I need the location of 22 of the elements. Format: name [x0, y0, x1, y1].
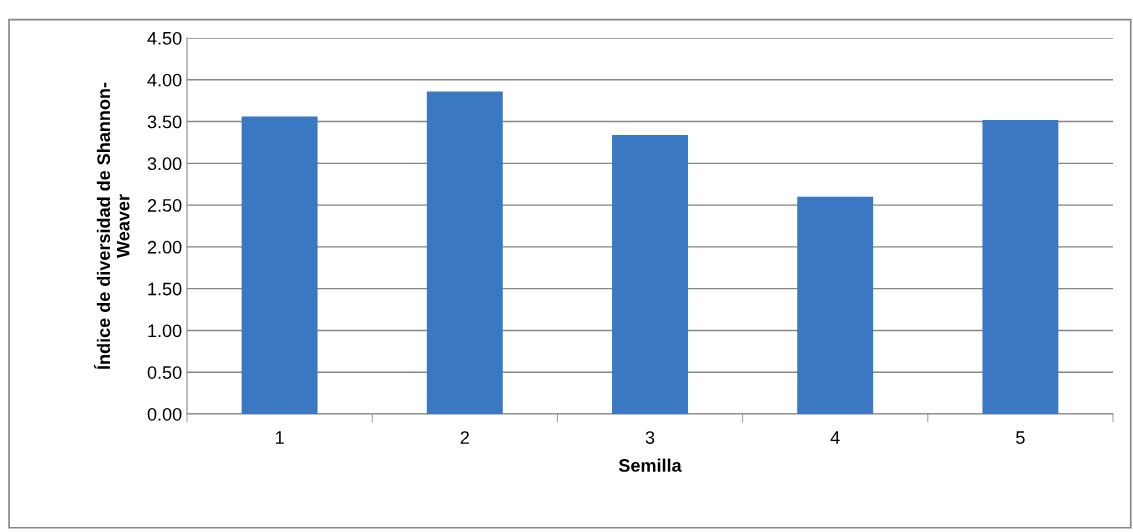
x-tick-label: 2	[460, 431, 469, 444]
y-tick-label: 0.00	[147, 407, 182, 421]
x-tick-label: 3	[645, 431, 655, 444]
y-tick-label: 4.50	[147, 31, 182, 45]
y-tick-label: 2.00	[147, 240, 182, 254]
bar	[797, 196, 874, 414]
x-tick-label: 1	[275, 431, 284, 444]
bar	[426, 91, 503, 414]
x-axis-title: Semilla	[618, 458, 682, 472]
y-tick-label: 0.50	[147, 366, 182, 379]
y-tick-label: 1.00	[148, 324, 182, 338]
y-tick-label: 3.00	[147, 157, 182, 171]
x-tick-label: 4	[830, 431, 840, 444]
bar	[982, 119, 1059, 414]
y-tick-label: 1.50	[148, 282, 182, 296]
y-tick-label: 3.50	[147, 115, 182, 129]
bar	[241, 116, 318, 414]
y-tick-label: 4.00	[147, 73, 182, 87]
y-tick-label: 2.50	[147, 199, 182, 212]
bar	[612, 134, 688, 414]
x-tick-label: 5	[1016, 431, 1025, 444]
y-axis-title: Índice de diversidad de Shannon- Weaver	[93, 82, 130, 370]
